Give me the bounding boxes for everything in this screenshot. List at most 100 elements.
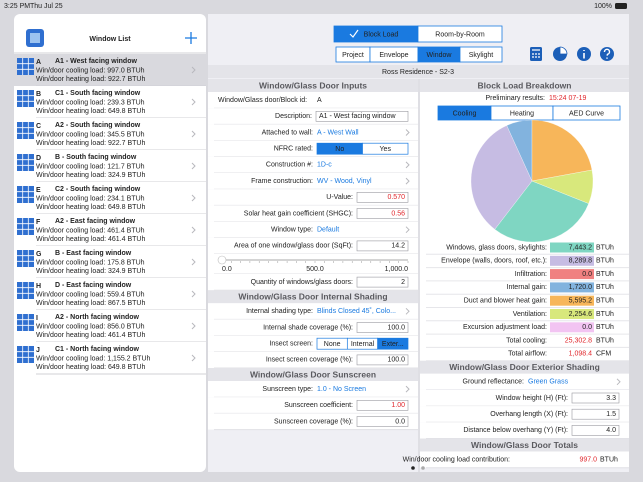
window-icon <box>17 282 34 299</box>
form-row <box>208 221 418 238</box>
item-letter: G <box>36 251 42 258</box>
breakdown-label: Infiltration: <box>515 271 547 278</box>
text-field[interactable] <box>356 192 409 203</box>
list-item[interactable] <box>14 86 206 118</box>
slider-thumb[interactable] <box>217 255 227 265</box>
breakdown-label: Ventilation: <box>513 311 547 318</box>
list-item[interactable] <box>14 150 206 182</box>
battery-icon <box>615 3 627 9</box>
item-name: A2 - South facing window <box>55 122 141 129</box>
field-value[interactable]: 1.00 <box>391 402 405 409</box>
toggle-option[interactable] <box>377 337 409 350</box>
chevron <box>405 226 410 234</box>
window-icon <box>17 122 34 139</box>
text-field[interactable] <box>571 408 620 420</box>
section-title: Window/Glass Door Sunscreen <box>250 369 376 379</box>
chevron <box>191 290 196 298</box>
row-link[interactable]: Blinds Closed 45˚, Colo... <box>317 307 396 315</box>
total-unit: BTUh <box>596 337 614 344</box>
section-title: Block Load Breakdown <box>478 80 572 90</box>
item-letter: F <box>36 219 41 226</box>
field-value[interactable]: 4.0 <box>606 427 616 434</box>
toggle-label: Yes <box>380 146 392 153</box>
chevron <box>191 226 196 234</box>
field-value[interactable]: A1 - West facing window <box>319 113 396 120</box>
window-icon-grid <box>17 58 34 75</box>
item-cooling: Win/door cooling load: 559.4 BTUh <box>36 291 145 298</box>
breakdown-label: Excursion adjustment load: <box>463 324 547 331</box>
total-unit: CFM <box>596 351 611 358</box>
item-cooling: Win/door cooling load: 121.7 BTUh <box>36 163 145 170</box>
text-field[interactable] <box>356 354 409 366</box>
item-cooling: Win/door cooling load: 175.8 BTUh <box>36 259 145 266</box>
pie-icon-cut <box>559 46 568 55</box>
row-label: Construction #: <box>266 162 313 169</box>
text-field[interactable] <box>356 322 409 333</box>
field-value[interactable]: 1.5 <box>606 411 616 418</box>
chevron <box>405 161 410 169</box>
text-field[interactable] <box>356 416 409 427</box>
field-value[interactable]: 2 <box>401 279 405 286</box>
list-item[interactable] <box>14 54 206 86</box>
list-item[interactable] <box>14 246 206 278</box>
breakdown-tab[interactable] <box>552 105 621 121</box>
item-name: C1 - North facing window <box>55 346 140 353</box>
add-button[interactable] <box>185 32 197 44</box>
mode[interactable] <box>417 25 503 43</box>
list-item[interactable] <box>14 278 206 310</box>
row-link[interactable]: A - West Wall <box>317 129 359 136</box>
tab-label: Envelope <box>379 52 408 59</box>
breakdown-label: Duct and blower heat gain: <box>464 298 547 305</box>
row-link[interactable]: WV - Wood, Vinyl <box>317 178 372 185</box>
row-label: Description: <box>275 113 312 120</box>
item-cooling: Win/door cooling load: 1,155.2 BTUh <box>36 355 151 362</box>
field-value[interactable]: 0.570 <box>387 194 405 201</box>
breakdown-swatch <box>550 269 594 280</box>
list-item[interactable] <box>14 182 206 214</box>
field-value[interactable]: 0.0 <box>395 418 405 425</box>
toggle-option[interactable] <box>362 142 409 155</box>
breakdown-value: 2,254.6 <box>569 311 592 318</box>
item-letter: J <box>36 347 40 354</box>
item-name: A2 - East facing window <box>55 218 136 225</box>
field-value[interactable]: 14.2 <box>391 243 405 250</box>
text-field[interactable] <box>356 240 409 252</box>
text-field[interactable] <box>356 399 409 411</box>
total-label: Total airflow: <box>508 351 547 358</box>
field-value[interactable]: 100.0 <box>387 324 405 331</box>
chevron <box>191 258 196 266</box>
text-field[interactable] <box>356 276 409 288</box>
list-item[interactable] <box>14 310 206 342</box>
row-link[interactable]: Default <box>317 227 339 234</box>
breakdown-value: 7,443.2 <box>569 244 592 251</box>
list-item[interactable] <box>14 118 206 150</box>
chevron <box>191 322 196 330</box>
prelim-label: Preliminary results: <box>485 95 545 102</box>
breakdown-unit: BTUh <box>596 324 614 331</box>
field-value[interactable]: 3.3 <box>606 395 616 402</box>
tab-label: Window <box>427 52 453 59</box>
text-field[interactable] <box>571 425 620 436</box>
item-cooling: Win/door cooling load: 239.3 BTUh <box>36 99 145 106</box>
form-row <box>420 451 629 468</box>
total-value: 1,098.4 <box>569 351 592 358</box>
tab[interactable] <box>459 46 503 63</box>
field-value[interactable]: 100.0 <box>387 357 405 364</box>
item-letter: I <box>36 315 38 322</box>
list-item[interactable] <box>14 214 206 246</box>
section-header <box>208 79 418 92</box>
item-letter: B <box>36 91 41 98</box>
row-link[interactable]: 1.0 - No Screen <box>317 386 366 393</box>
text-field[interactable] <box>356 208 409 219</box>
item-heating: Win/door heating load: 324.9 BTUh <box>36 268 145 275</box>
row-link[interactable]: 1D-c <box>317 162 332 169</box>
mode-label: Block Load <box>364 31 399 38</box>
row-link[interactable]: Green Grass <box>528 379 569 386</box>
section-title: Window/Glass Door Exterior Shading <box>449 362 600 372</box>
field-value[interactable]: 0.56 <box>391 210 405 217</box>
text-field[interactable] <box>315 111 409 122</box>
text-field[interactable] <box>571 392 620 404</box>
list-item[interactable] <box>14 342 206 374</box>
section-title: Window/Glass Door Totals <box>471 440 578 450</box>
mode-label: Room-by-Room <box>435 31 485 38</box>
